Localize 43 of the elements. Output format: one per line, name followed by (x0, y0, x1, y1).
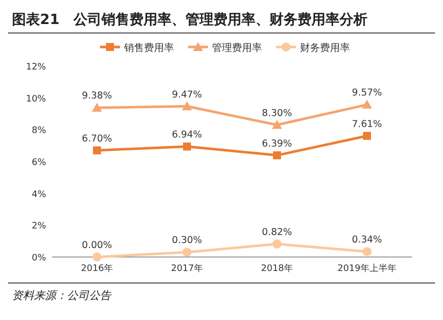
legend-item: 销售费用率 (100, 43, 174, 54)
legend-item: 管理费用率 (188, 42, 262, 54)
x-tick-label: 2018年 (261, 263, 293, 274)
point (362, 100, 372, 109)
legend-label: 管理费用率 (212, 42, 262, 54)
y-tick-label: 12% (26, 62, 46, 72)
data-label: 0.30% (172, 235, 202, 246)
y-tick-label: 0% (32, 254, 46, 264)
legend-item: 财务费用率 (276, 42, 350, 54)
data-label: 6.94% (172, 130, 202, 141)
data-label: 6.39% (262, 138, 292, 150)
x-tick-label: 2017年 (171, 263, 203, 274)
point (272, 239, 282, 248)
data-label: 0.00% (82, 240, 112, 251)
data-label: 9.57% (352, 88, 382, 99)
y-tick-label: 8% (32, 126, 46, 136)
data-label: 0.82% (262, 226, 292, 238)
point (93, 146, 101, 154)
y-tick-label: 4% (32, 190, 46, 200)
point (182, 101, 192, 110)
text: 资料来源：公司公告 (12, 289, 112, 302)
data-label: 0.34% (352, 234, 382, 246)
data-label: 6.70% (82, 133, 112, 144)
data-label: 7.61% (352, 118, 382, 130)
x-tick-label: 2019年上半年 (338, 263, 396, 274)
data-label: 8.30% (262, 108, 292, 119)
point (272, 120, 282, 129)
point (92, 252, 102, 262)
point (273, 151, 281, 160)
point (183, 142, 191, 151)
y-tick-label: 10% (26, 94, 46, 104)
legend-label: 财务费用率 (300, 42, 350, 54)
data-label: 9.38% (82, 90, 112, 102)
point (363, 132, 371, 140)
data-label: 9.47% (172, 89, 202, 100)
legend-label: 销售费用率 (123, 42, 174, 54)
x-tick-label: 2016年 (81, 263, 113, 274)
title: 图表21 公司销售费用率、管理费用率、财务费用率分析 (12, 12, 368, 28)
point (92, 102, 102, 112)
point (182, 248, 192, 257)
y-tick-label: 2% (32, 222, 46, 232)
y-tick-label: 6% (32, 158, 46, 168)
point (362, 247, 372, 256)
